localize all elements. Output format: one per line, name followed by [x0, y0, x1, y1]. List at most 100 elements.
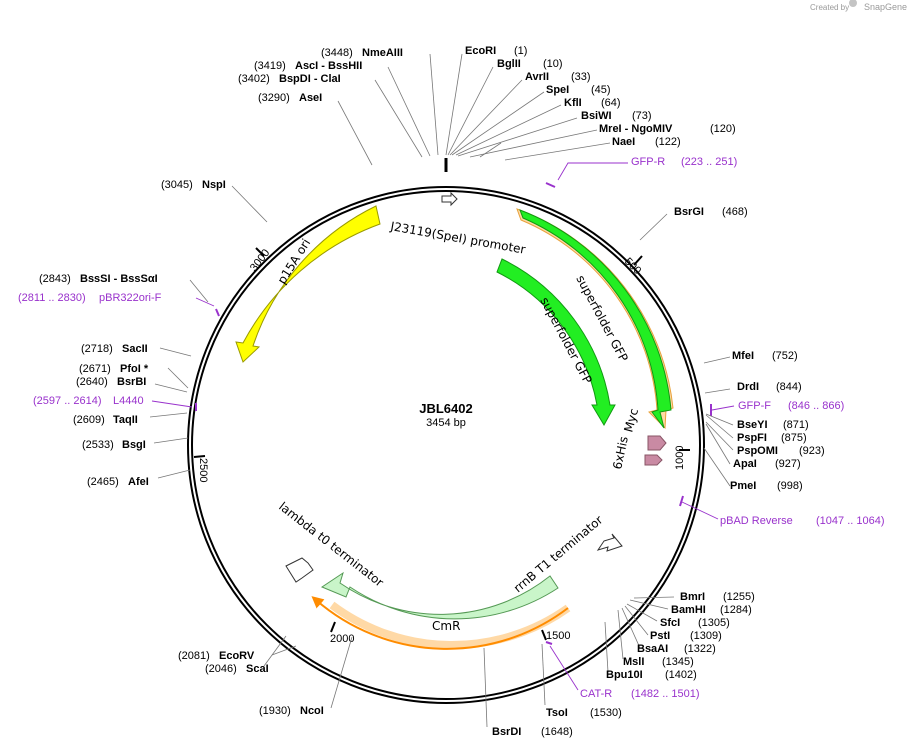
site-spei-pos: (45) [591, 84, 611, 96]
cmr-label: CmR [432, 619, 460, 633]
site-bsrbi-pos: (2640) [76, 376, 108, 388]
site-bmri-pos: (1255) [723, 591, 755, 603]
site-bspdi-pos: (3402) [238, 73, 270, 85]
site-avrii[interactable]: AvrII [525, 71, 549, 83]
site-asei[interactable]: AseI [299, 92, 322, 104]
site-msli-pos: (1345) [662, 656, 694, 668]
site-drdi[interactable]: DrdI [737, 381, 759, 393]
primer-gfp-r[interactable]: GFP-R [631, 156, 665, 168]
site-bsrgi[interactable]: BsrGI [674, 206, 704, 218]
site-pmei[interactable]: PmeI [730, 480, 756, 492]
site-mrei[interactable]: MreI - NgoMIV [599, 123, 673, 135]
site-naei[interactable]: NaeI [612, 136, 635, 148]
site-psti[interactable]: PstI [650, 630, 670, 642]
site-asci[interactable]: AscI - BssHII [295, 60, 362, 72]
rrnb-terminator-arrow[interactable] [596, 533, 623, 552]
site-sfci[interactable]: SfcI [660, 617, 680, 629]
site-bsiwi-pos: (73) [632, 110, 652, 122]
primer-pbr322ori-f[interactable]: pBR322ori-F [99, 292, 162, 304]
primer-leaders [151, 162, 735, 691]
site-bsrbi[interactable]: BsrBI [117, 376, 146, 388]
primer-pbad-reverse[interactable]: pBAD Reverse [720, 515, 793, 527]
p15a-ori-arrow[interactable] [235, 205, 381, 363]
6xhis-tag-arrow[interactable] [644, 454, 663, 466]
tick-1500: 1500 [546, 630, 570, 642]
site-apai-pos: (927) [775, 458, 801, 470]
primer-pbr322ori-f-range: (2811 .. 2830) [18, 292, 86, 304]
primer-l4440[interactable]: L4440 [113, 395, 144, 407]
site-pfoi[interactable]: PfoI * [120, 363, 149, 375]
promoter-arrow[interactable] [441, 191, 458, 207]
site-drdi-pos: (844) [776, 381, 802, 393]
primer-cat-r-range: (1482 .. 1501) [631, 688, 700, 700]
gfp-inner-arrow[interactable] [496, 258, 616, 427]
backbone-inner [191, 190, 701, 700]
site-tsoi-pos: (1530) [590, 707, 622, 719]
site-scai[interactable]: ScaI [246, 663, 269, 675]
site-ecori-pos: (1) [514, 45, 527, 57]
site-bglii[interactable]: BglII [497, 58, 521, 70]
site-bsaai-pos: (1322) [684, 643, 716, 655]
site-pmei-pos: (998) [777, 480, 803, 492]
site-bsiwi[interactable]: BsiWI [581, 110, 612, 122]
primer-pbad-reverse-range: (1047 .. 1064) [816, 515, 885, 527]
site-bseyi[interactable]: BseYI [737, 419, 768, 431]
credit-text: Created by [810, 3, 849, 12]
site-nspi-pos: (3045) [161, 179, 193, 191]
site-pspfi-pos: (875) [781, 432, 807, 444]
primer-marks [195, 182, 712, 645]
site-ecorv[interactable]: EcoRV [219, 650, 255, 662]
site-msli[interactable]: MslI [623, 656, 644, 668]
site-bsssi[interactable]: BssSI - BssSαI [80, 273, 158, 285]
site-sfci-pos: (1305) [698, 617, 730, 629]
rrnb-terminator-label: rrnB T1 terminator [511, 513, 606, 596]
cmr-highlight [329, 601, 571, 650]
primer-gfp-f-range: (846 .. 866) [788, 400, 844, 412]
site-afei-pos: (2465) [87, 476, 119, 488]
site-bsssi-pos: (2843) [39, 273, 71, 285]
primer-gfp-f[interactable]: GFP-F [738, 400, 771, 412]
site-taqii[interactable]: TaqII [113, 414, 138, 426]
cmr-arrow[interactable] [320, 571, 559, 620]
plasmid-length: 3454 bp [426, 417, 466, 429]
site-nmeaiii[interactable]: NmeAIII [362, 47, 403, 59]
site-apai[interactable]: ApaI [733, 458, 757, 470]
site-ecori[interactable]: EcoRI [465, 45, 496, 57]
site-ncoi[interactable]: NcoI [300, 705, 324, 717]
6xhis-label: 6xHis [610, 435, 631, 471]
site-bsgi-pos: (2533) [82, 439, 114, 451]
site-pspomi-pos: (923) [799, 445, 825, 457]
site-kfli[interactable]: KflI [564, 97, 582, 109]
myc-tag-arrow[interactable] [647, 435, 667, 451]
site-bmri[interactable]: BmrI [680, 591, 705, 603]
gfp-outer-arrow[interactable] [519, 209, 672, 429]
primer-gfp-r-range: (223 .. 251) [681, 156, 737, 168]
site-mfei-pos: (752) [772, 350, 798, 362]
site-kfli-pos: (64) [601, 97, 621, 109]
site-bglii-pos: (10) [543, 58, 563, 70]
tick-1000: 1000 [674, 446, 686, 470]
site-bsgi[interactable]: BsgI [122, 439, 146, 451]
site-bamhi[interactable]: BamHI [671, 604, 706, 616]
site-scai-pos: (2046) [205, 663, 237, 675]
site-pspomi[interactable]: PspOMI [737, 445, 778, 457]
site-bspdi[interactable]: BspDI - ClaI [279, 73, 341, 85]
site-bpu10i[interactable]: Bpu10I [606, 669, 643, 681]
lambda-terminator-arrow[interactable] [285, 557, 314, 583]
promoter-label: J23119(SpeI) promoter [388, 219, 526, 257]
site-nspi[interactable]: NspI [202, 179, 226, 191]
site-naei-pos: (122) [655, 136, 681, 148]
site-mfei[interactable]: MfeI [732, 350, 754, 362]
site-tsoi[interactable]: TsoI [546, 707, 568, 719]
primer-cat-r[interactable]: CAT-R [580, 688, 612, 700]
site-bsrdi[interactable]: BsrDI [492, 726, 521, 738]
site-pspfi[interactable]: PspFI [737, 432, 767, 444]
plasmid-name: JBL6402 [419, 401, 472, 416]
site-bsaai[interactable]: BsaAI [637, 643, 668, 655]
site-sacii[interactable]: SacII [122, 343, 148, 355]
site-bpu10i-pos: (1402) [665, 669, 697, 681]
site-afei[interactable]: AfeI [128, 476, 149, 488]
snapgene-brand[interactable]: SnapGene [864, 2, 907, 12]
site-spei[interactable]: SpeI [546, 84, 569, 96]
